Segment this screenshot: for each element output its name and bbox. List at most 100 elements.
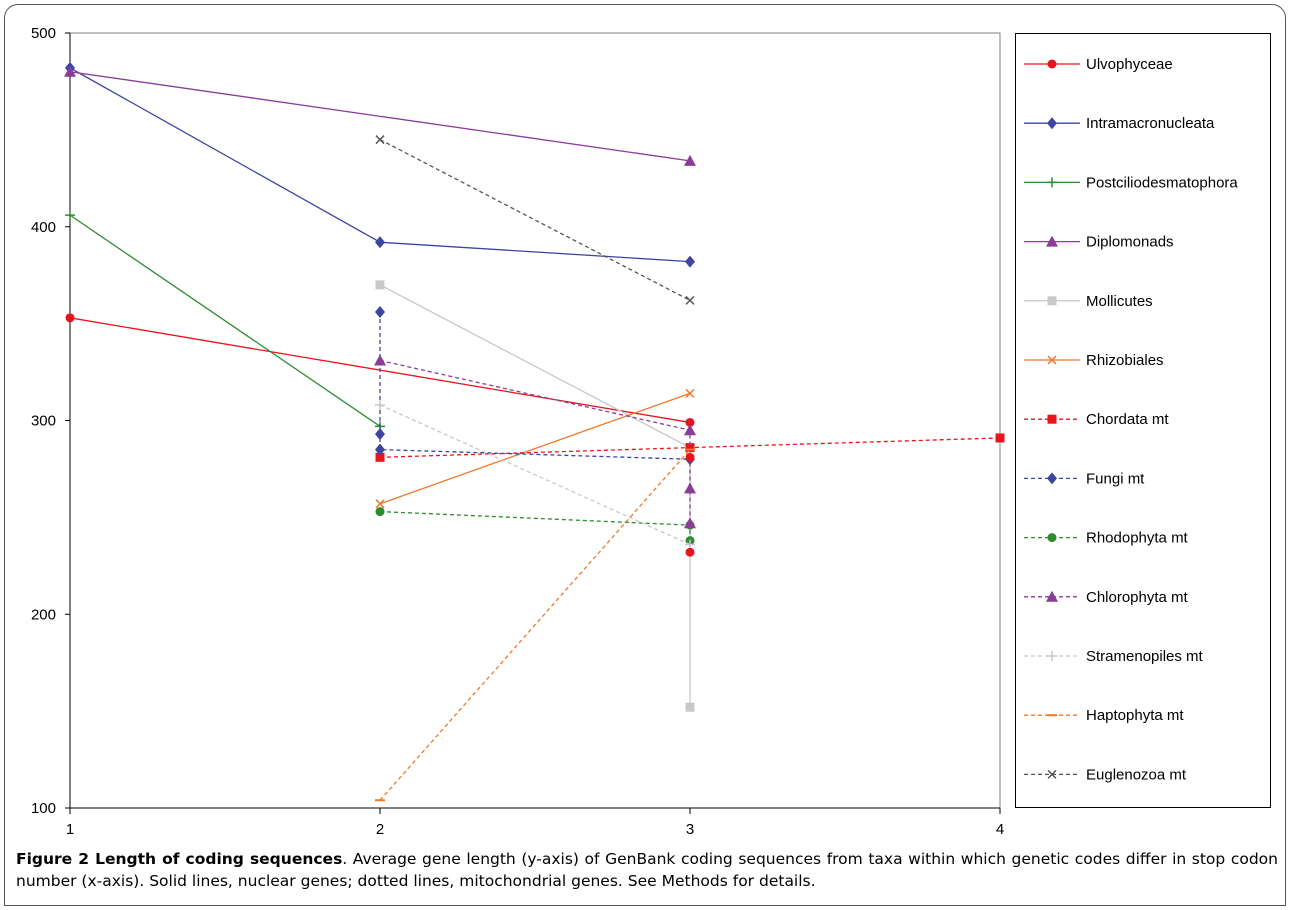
series-line-intramacronucleata xyxy=(69,67,691,263)
legend-item-haptophyta-mt: Haptophyta mt xyxy=(1024,707,1184,724)
y-tick-label: 200 xyxy=(31,606,56,623)
legend-item-chlorophyta-mt: Chlorophyta mt xyxy=(1024,589,1189,606)
y-tick-label: 400 xyxy=(31,219,56,236)
data-point-ulvophyceae xyxy=(65,313,75,323)
legend-label-ulvophyceae: Ulvophyceae xyxy=(1086,56,1173,73)
x-tick-label: 3 xyxy=(686,821,694,838)
legend-item-stramenopiles-mt: Stramenopiles mt xyxy=(1024,648,1204,665)
series-line-haptophyta-mt xyxy=(379,449,691,801)
legend-item-rhizobiales: Rhizobiales xyxy=(1024,352,1164,369)
data-point-intramacronucleata xyxy=(685,255,695,268)
legend-marker-rhizobiales xyxy=(1047,355,1057,365)
legend-label-diplomonads: Diplomonads xyxy=(1086,234,1174,251)
legend-label-chordata-mt: Chordata mt xyxy=(1086,411,1169,428)
series-line-rhodophyta-mt xyxy=(379,510,691,541)
data-point-rhizobiales xyxy=(685,388,695,398)
legend-label-fungi-mt: Fungi mt xyxy=(1086,470,1145,487)
legend-marker-postciliodesmatophora xyxy=(1047,177,1057,188)
legend-label-postciliodesmatophora: Postciliodesmatophora xyxy=(1086,174,1238,191)
series-line-euglenozoa-mt xyxy=(379,138,691,301)
legend-label-rhodophyta-mt: Rhodophyta mt xyxy=(1086,530,1189,547)
series-line-mollicutes xyxy=(379,284,691,708)
y-tick-label: 300 xyxy=(31,413,56,430)
data-point-mollicutes xyxy=(685,702,695,712)
series-rhizobiales xyxy=(375,388,695,509)
legend-entries: Ulvophyceae Intramacronucleata Postciliode… xyxy=(1024,56,1238,783)
legend-marker-chlorophyta-mt xyxy=(1046,590,1058,602)
y-tick-label: 100 xyxy=(31,800,56,817)
legend-marker-diplomonads xyxy=(1046,235,1058,247)
legend-item-mollicutes: Mollicutes xyxy=(1024,293,1153,310)
series-mollicutes xyxy=(375,280,695,712)
data-point-fungi-mt xyxy=(375,443,385,456)
data-point-chlorophyta-mt xyxy=(684,482,696,494)
legend-marker-rhodophyta-mt xyxy=(1047,533,1057,543)
data-point-stramenopiles-mt xyxy=(375,400,385,410)
series-line-diplomonads xyxy=(69,71,691,162)
data-point-chlorophyta-mt xyxy=(374,354,386,366)
series-layer xyxy=(64,61,1005,802)
data-point-chlorophyta-mt xyxy=(684,424,696,436)
legend-marker-fungi-mt xyxy=(1047,472,1057,485)
series-haptophyta-mt xyxy=(375,448,695,802)
data-point-chordata-mt xyxy=(375,452,385,462)
legend-item-fungi-mt: Fungi mt xyxy=(1024,470,1145,487)
legend: Ulvophyceae Intramacronucleata Postciliode… xyxy=(1015,33,1271,808)
plot-area xyxy=(69,32,1001,809)
data-point-ulvophyceae xyxy=(685,417,695,427)
figure-caption: Figure 2 Length of coding sequences. Ave… xyxy=(16,848,1278,892)
series-chlorophyta-mt xyxy=(374,354,696,529)
axes: 100 200 300 400 500 1 2 3 4 xyxy=(31,25,1004,838)
legend-item-ulvophyceae: Ulvophyceae xyxy=(1024,56,1173,73)
series-line-fungi-mt xyxy=(379,312,691,460)
series-rhodophyta-mt xyxy=(375,507,695,546)
caption-label: Figure 2 Length of coding sequences xyxy=(16,850,343,868)
legend-marker-euglenozoa-mt xyxy=(1047,769,1057,779)
legend-label-euglenozoa-mt: Euglenozoa mt xyxy=(1086,766,1187,783)
legend-item-diplomonads: Diplomonads xyxy=(1024,234,1174,251)
x-tick-label: 2 xyxy=(376,821,384,838)
legend-label-rhizobiales: Rhizobiales xyxy=(1086,352,1164,369)
legend-item-postciliodesmatophora: Postciliodesmatophora xyxy=(1024,174,1238,191)
legend-marker-intramacronucleata xyxy=(1047,117,1057,130)
series-diplomonads xyxy=(64,65,696,166)
data-point-rhodophyta-mt xyxy=(375,507,385,517)
data-point-chordata-mt xyxy=(685,443,695,453)
line-chart: 100 200 300 400 500 1 2 3 4 xyxy=(31,25,1005,838)
series-line-rhizobiales xyxy=(379,392,691,505)
data-point-mollicutes xyxy=(375,280,385,290)
legend-item-intramacronucleata: Intramacronucleata xyxy=(1024,115,1215,132)
legend-label-chlorophyta-mt: Chlorophyta mt xyxy=(1086,589,1189,606)
legend-item-chordata-mt: Chordata mt xyxy=(1024,411,1169,428)
legend-label-mollicutes: Mollicutes xyxy=(1086,293,1153,310)
figure-frame xyxy=(4,4,1286,906)
data-point-rhizobiales xyxy=(375,499,385,509)
x-tick-label: 1 xyxy=(66,821,74,838)
legend-item-euglenozoa-mt: Euglenozoa mt xyxy=(1024,766,1187,783)
legend-label-haptophyta-mt: Haptophyta mt xyxy=(1086,707,1184,724)
series-line-chlorophyta-mt xyxy=(379,359,691,524)
data-point-euglenozoa-mt xyxy=(375,135,385,145)
data-point-euglenozoa-mt xyxy=(685,295,695,305)
data-point-diplomonads xyxy=(64,65,76,77)
series-line-postciliodesmatophora xyxy=(69,214,381,427)
data-point-ulvophyceae xyxy=(685,547,695,557)
legend-marker-stramenopiles-mt xyxy=(1047,651,1057,661)
series-postciliodesmatophora xyxy=(65,210,385,432)
data-point-postciliodesmatophora xyxy=(65,210,75,221)
data-point-chordata-mt xyxy=(995,433,1005,443)
series-line-stramenopiles-mt xyxy=(379,404,691,546)
data-point-fungi-mt xyxy=(375,306,385,318)
series-chordata-mt xyxy=(375,433,1005,462)
legend-marker-chordata-mt xyxy=(1047,414,1057,424)
legend-item-rhodophyta-mt: Rhodophyta mt xyxy=(1024,530,1189,547)
x-tick-label: 4 xyxy=(996,821,1004,838)
caption-text: . Average gene length (y-axis) of GenBan… xyxy=(16,850,1278,890)
series-euglenozoa-mt xyxy=(375,135,695,305)
data-point-fungi-mt xyxy=(375,428,385,441)
legend-marker-mollicutes xyxy=(1047,296,1057,306)
legend-marker-ulvophyceae xyxy=(1047,59,1057,69)
legend-label-intramacronucleata: Intramacronucleata xyxy=(1086,115,1215,132)
series-fungi-mt xyxy=(375,306,695,466)
y-tick-label: 500 xyxy=(31,25,56,42)
